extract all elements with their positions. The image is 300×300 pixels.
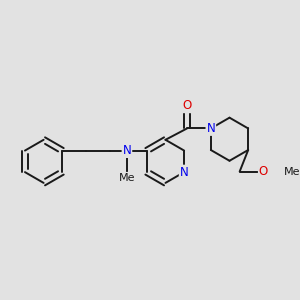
Text: N: N xyxy=(123,144,131,157)
Text: N: N xyxy=(180,166,188,178)
Text: Me: Me xyxy=(119,173,135,183)
Text: O: O xyxy=(182,99,192,112)
Text: N: N xyxy=(206,122,215,135)
Text: Me: Me xyxy=(284,167,300,177)
Text: O: O xyxy=(259,165,268,178)
